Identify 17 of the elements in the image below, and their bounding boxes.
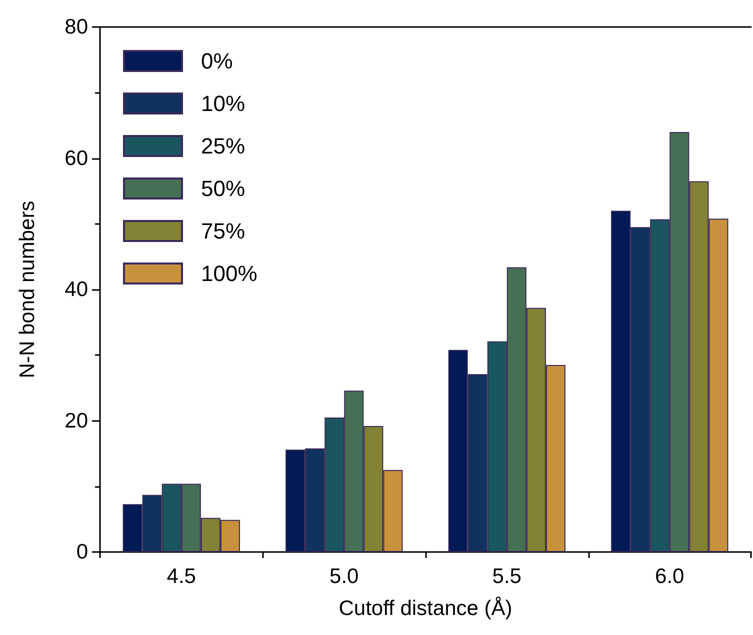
- y-tick-label: 20: [64, 409, 88, 432]
- y-tick-label: 80: [64, 16, 88, 38]
- y-tick-label: 40: [64, 278, 88, 301]
- legend-label: 50%: [201, 176, 246, 201]
- y-tick-label: 0: [76, 540, 88, 564]
- x-tick-label: 4.5: [166, 565, 196, 588]
- legend-label: 75%: [201, 218, 246, 244]
- x-tick-label: 5.0: [330, 565, 359, 588]
- legend-label: 10%: [201, 91, 246, 116]
- y-axis-title: N-N bond numbers: [16, 200, 39, 378]
- x-axis-title: Cutoff distance (Å): [338, 596, 512, 620]
- y-tick-label: 60: [64, 146, 88, 170]
- legend-label: 100%: [201, 261, 258, 286]
- x-tick-label: 5.5: [492, 565, 522, 588]
- legend-label: 0%: [201, 48, 233, 74]
- legend-label: 25%: [201, 134, 246, 158]
- x-tick-label: 6.0: [655, 565, 684, 588]
